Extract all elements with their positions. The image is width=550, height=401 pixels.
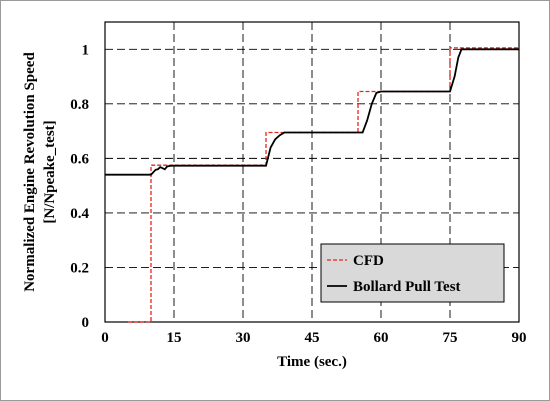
y-tick-label: 0.6 [70, 151, 89, 167]
series-line-bollard [105, 48, 519, 176]
x-tick-label: 0 [101, 330, 109, 346]
series-line-cfd [128, 47, 519, 323]
legend-label-cfd: CFD [353, 253, 384, 269]
y-tick-label: 0.8 [70, 97, 89, 113]
x-axis-ticks: 0 15 30 45 60 75 90 [101, 330, 526, 346]
plot-area [104, 21, 520, 323]
y-axis-ticks: 0 0.2 0.4 0.6 0.8 1 [70, 42, 89, 331]
legend: CFD Bollard Pull Test [320, 243, 505, 303]
legend-label-bollard: Bollard Pull Test [353, 279, 461, 295]
y-axis-label-line1: Normalized Engine Revolution Speed [22, 52, 38, 292]
y-tick-label: 0.2 [70, 260, 89, 276]
legend-box [320, 243, 505, 303]
x-tick-label: 15 [167, 330, 182, 346]
y-tick-label: 1 [82, 42, 90, 58]
x-axis-label: Time (sec.) [277, 354, 347, 370]
x-tick-label: 60 [374, 330, 389, 346]
x-tick-label: 75 [443, 330, 458, 346]
y-tick-label: 0 [82, 315, 90, 331]
x-tick-label: 45 [305, 330, 320, 346]
series-lines [105, 47, 519, 323]
x-tick-label: 90 [512, 330, 527, 346]
y-tick-label: 0.4 [70, 206, 89, 222]
y-axis-label-line2: [N/Npeake_test] [42, 120, 58, 223]
x-tick-label: 30 [236, 330, 251, 346]
